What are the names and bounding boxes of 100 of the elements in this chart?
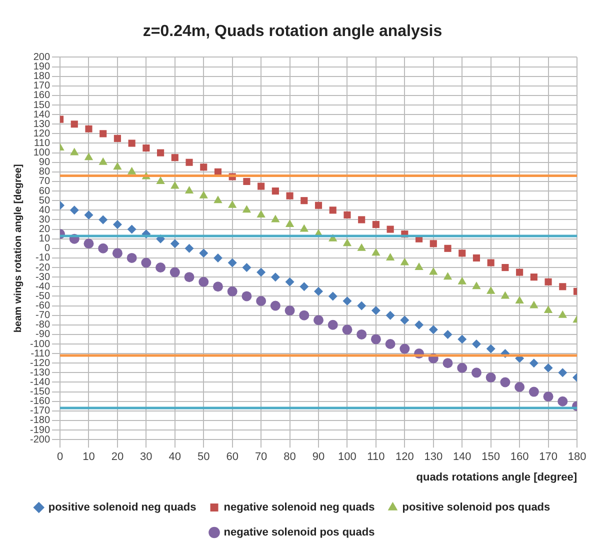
x-tick-label: 140	[452, 451, 472, 464]
point	[442, 358, 453, 368]
point	[242, 205, 252, 213]
point	[342, 324, 352, 335]
point	[184, 244, 194, 253]
y-tick-label: 0	[44, 243, 50, 254]
y-tick-label: 50	[38, 195, 50, 206]
point	[84, 152, 94, 160]
point	[386, 310, 395, 320]
y-tick-label: 60	[38, 186, 50, 197]
point	[430, 240, 437, 248]
y-tick-label: -60	[36, 300, 50, 312]
y-tick-label: -30	[36, 272, 50, 283]
y-tick-label: -40	[36, 281, 50, 292]
point	[558, 310, 567, 318]
point	[271, 214, 280, 222]
point	[530, 300, 538, 308]
point	[471, 368, 482, 378]
point	[472, 254, 480, 262]
point	[328, 320, 338, 330]
point	[458, 334, 467, 344]
point	[486, 286, 496, 294]
point	[371, 306, 380, 316]
y-tick-label: 200	[33, 52, 50, 63]
y-tick-label: -50	[36, 290, 50, 302]
point	[344, 211, 351, 218]
legend-label: positive solenoid neg quads	[48, 502, 196, 514]
point	[256, 210, 266, 218]
x-tick-label: 20	[111, 451, 124, 464]
point	[70, 120, 78, 128]
point	[342, 296, 352, 306]
point	[284, 306, 295, 316]
point	[314, 315, 324, 326]
point	[458, 250, 466, 257]
point	[212, 282, 223, 292]
point	[100, 130, 107, 138]
point	[386, 226, 394, 233]
point	[228, 258, 237, 268]
x-tick-label: 40	[168, 451, 182, 464]
point	[544, 306, 553, 314]
point	[270, 300, 280, 311]
point	[242, 263, 252, 272]
point	[156, 262, 166, 273]
point	[400, 258, 409, 266]
y-tick-label: -110	[30, 348, 50, 360]
point	[258, 182, 265, 190]
x-tick-label: 70	[254, 451, 268, 464]
point	[356, 329, 367, 340]
point	[142, 144, 150, 152]
point	[114, 134, 121, 142]
point	[372, 248, 380, 256]
point	[443, 330, 452, 339]
y-tick-label: 80	[38, 166, 50, 178]
point	[285, 220, 294, 227]
point	[529, 358, 538, 368]
point	[515, 296, 524, 304]
y-tick-label: 170	[33, 80, 50, 92]
point	[530, 274, 538, 281]
x-tick-label: 110	[367, 451, 385, 464]
y-tick-label: -140	[30, 376, 50, 388]
point	[372, 220, 380, 228]
x-tick-label: 10	[82, 451, 95, 464]
x-axis-title: quads rotations angle [degree]	[416, 471, 578, 484]
point	[472, 282, 481, 290]
point	[256, 268, 266, 277]
point	[400, 344, 410, 354]
point	[472, 340, 481, 348]
point	[214, 196, 222, 204]
point	[544, 363, 553, 372]
point	[486, 344, 496, 354]
point	[414, 320, 424, 330]
y-tick-label: 20	[38, 224, 50, 236]
y-tick-label: 140	[33, 109, 50, 120]
point	[98, 157, 108, 165]
point	[85, 125, 92, 132]
point	[328, 292, 338, 301]
x-tick-label: 160	[510, 451, 529, 464]
y-tick-label: 10	[38, 234, 50, 245]
point	[127, 166, 136, 174]
point	[516, 268, 524, 276]
y-axis-title: beam wings rotation angle [degree]	[12, 164, 24, 333]
point	[84, 238, 94, 249]
point	[70, 148, 79, 156]
y-tick-label: -170	[30, 406, 50, 417]
x-tick-label: 50	[197, 451, 210, 464]
point	[227, 286, 238, 296]
point	[113, 162, 122, 170]
y-tick-label: 160	[33, 90, 50, 102]
x-tick-label: 90	[312, 451, 325, 464]
point	[385, 339, 396, 349]
point	[98, 243, 108, 254]
y-tick-label: 150	[33, 100, 50, 111]
point	[170, 239, 180, 248]
point	[272, 188, 279, 195]
point	[414, 262, 424, 270]
x-tick-label: 80	[284, 451, 296, 464]
point	[500, 377, 510, 388]
point	[314, 202, 322, 209]
point	[242, 291, 252, 302]
y-tick-label: -120	[30, 358, 50, 369]
